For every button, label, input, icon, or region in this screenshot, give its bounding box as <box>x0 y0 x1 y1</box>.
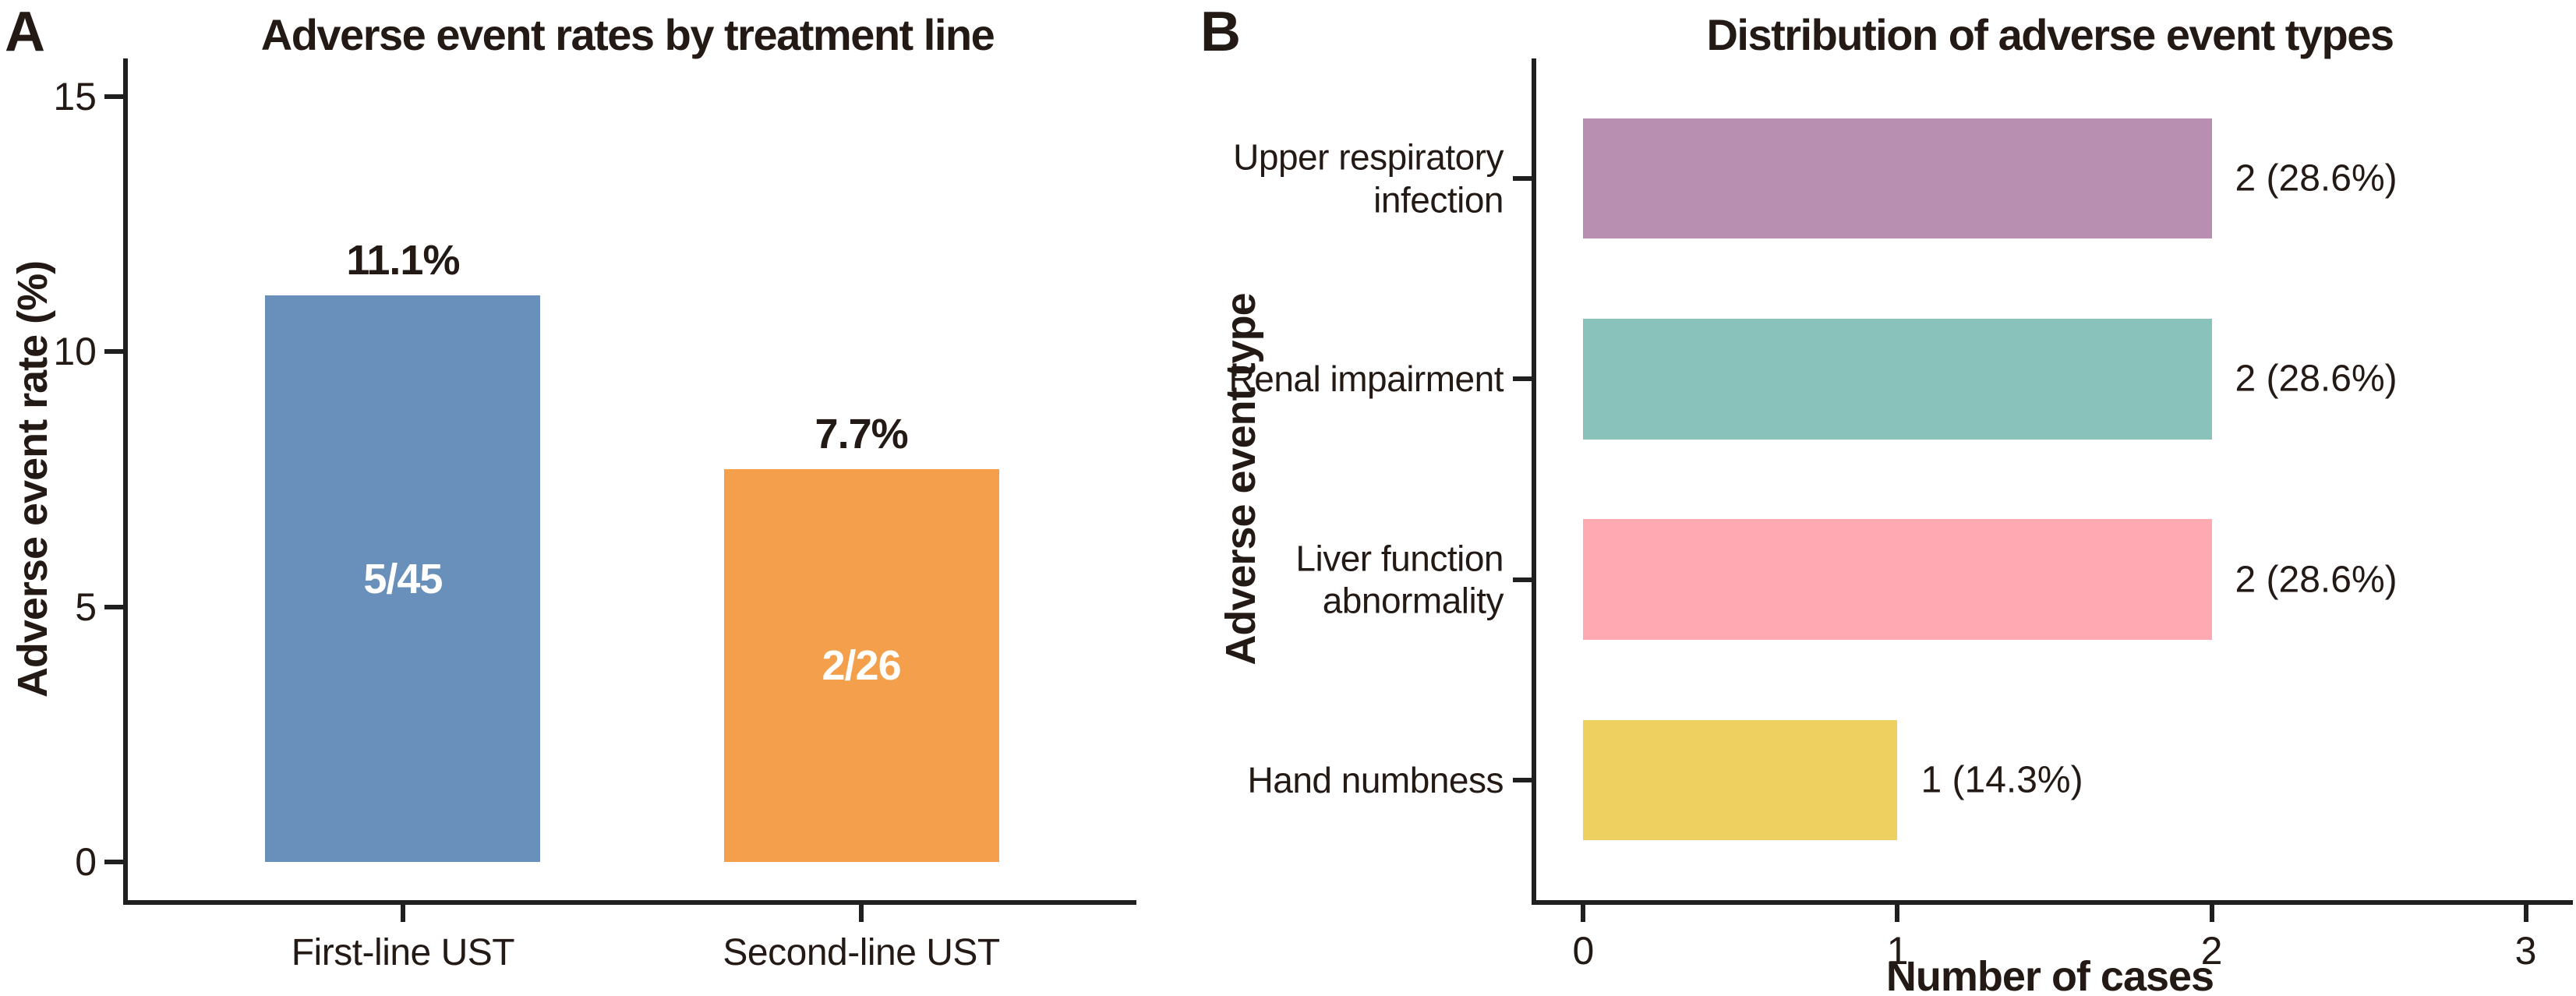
y-axis-tick-label: 10 <box>53 330 97 374</box>
x-axis-tick-label: 3 <box>2514 929 2537 973</box>
y-axis-tick <box>1513 577 1536 582</box>
panel-a-title: Adverse event rates by treatment line <box>260 10 995 59</box>
bar-fraction-label: 2/26 <box>822 641 902 689</box>
panel-b-plot-area: 0 1 2 3 2 (28.6%) Upper respiratory infection… <box>1229 58 2573 973</box>
x-axis-tick <box>2523 900 2528 922</box>
y-axis-tick-label: 0 <box>75 839 97 884</box>
panel-b-title: Distribution of adverse event types <box>1706 10 2394 59</box>
panel-a-label: A <box>5 1 45 63</box>
y-axis-tick <box>1513 777 1536 782</box>
bar-value-label: 11.1% <box>346 237 460 284</box>
y-axis-tick <box>1513 176 1536 182</box>
y-axis-tick <box>104 94 128 100</box>
panel-b-x-axis-title: Number of cases <box>1885 953 2214 996</box>
x-axis-tick <box>2209 900 2214 922</box>
x-axis-category-label: First-line UST <box>291 932 515 973</box>
x-axis-tick-label: 1 <box>1886 929 1909 973</box>
bar-fraction-label: 5/45 <box>363 555 443 602</box>
bar-value-label: 1 (14.3%) <box>1921 759 2083 801</box>
bar-second-line-ust <box>723 468 999 862</box>
y-axis-category-label: Liver function abnormality <box>1295 538 1504 621</box>
panel-b-label: B <box>1200 1 1241 63</box>
y-axis-tick <box>1513 376 1536 382</box>
y-axis-category-label: Upper respiratory infection <box>1233 137 1504 221</box>
x-axis-tick <box>1895 900 1900 922</box>
bar-value-label: 2 (28.6%) <box>2235 358 2398 400</box>
x-axis-tick-label: 0 <box>1572 929 1595 973</box>
x-axis-tick <box>859 900 864 922</box>
bar-value-label: 2 (28.6%) <box>2235 157 2398 200</box>
y-axis-tick-label: 15 <box>53 75 97 119</box>
y-axis-tick <box>104 604 128 609</box>
bar-value-label: 2 (28.6%) <box>2235 559 2398 601</box>
y-axis-tick <box>104 859 128 864</box>
bar-hand-numbness <box>1583 719 1898 840</box>
y-axis-category-label: Hand numbness <box>1247 759 1504 800</box>
x-axis-category-label: Second-line UST <box>723 932 1000 973</box>
bar-upper-respiratory-infection <box>1583 118 2212 239</box>
x-axis-tick-label: 2 <box>2200 929 2223 973</box>
x-axis-tick <box>1581 900 1586 922</box>
bar-first-line-ust <box>265 295 541 862</box>
panel-a-plot-area: 0 5 10 15 11.1% 5/45 First-line UST 7.7% 2/26 Sec… <box>53 58 1136 973</box>
bar-liver-function-abnormality <box>1583 519 2212 640</box>
y-axis-category-label: Renal impairment <box>1228 358 1504 400</box>
x-axis-tick <box>400 900 405 922</box>
y-axis-tick <box>104 349 128 355</box>
panel-a-y-axis-title: Adverse event rate (%) <box>9 260 56 698</box>
y-axis-tick-label: 5 <box>75 585 97 629</box>
bar-value-label: 7.7% <box>814 410 909 457</box>
bar-renal-impairment <box>1583 319 2212 440</box>
